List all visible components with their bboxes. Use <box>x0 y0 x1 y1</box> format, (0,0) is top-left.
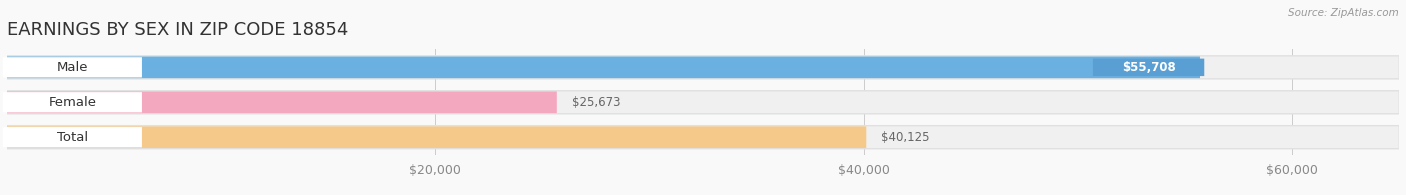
FancyBboxPatch shape <box>7 57 1199 78</box>
FancyBboxPatch shape <box>7 126 1399 148</box>
Text: Male: Male <box>56 61 89 74</box>
Text: $40,125: $40,125 <box>882 131 929 144</box>
FancyBboxPatch shape <box>7 90 1399 114</box>
FancyBboxPatch shape <box>1092 59 1205 76</box>
FancyBboxPatch shape <box>7 55 1399 80</box>
Text: EARNINGS BY SEX IN ZIP CODE 18854: EARNINGS BY SEX IN ZIP CODE 18854 <box>7 20 349 39</box>
FancyBboxPatch shape <box>7 91 557 113</box>
Text: $55,708: $55,708 <box>1122 61 1175 74</box>
Text: Source: ZipAtlas.com: Source: ZipAtlas.com <box>1288 8 1399 18</box>
FancyBboxPatch shape <box>3 92 142 112</box>
FancyBboxPatch shape <box>7 126 866 148</box>
FancyBboxPatch shape <box>3 57 142 77</box>
FancyBboxPatch shape <box>7 125 1399 149</box>
FancyBboxPatch shape <box>7 91 1399 113</box>
FancyBboxPatch shape <box>3 127 142 147</box>
Text: Total: Total <box>56 131 89 144</box>
Text: Female: Female <box>48 96 97 109</box>
FancyBboxPatch shape <box>7 57 1399 78</box>
Text: $25,673: $25,673 <box>572 96 620 109</box>
